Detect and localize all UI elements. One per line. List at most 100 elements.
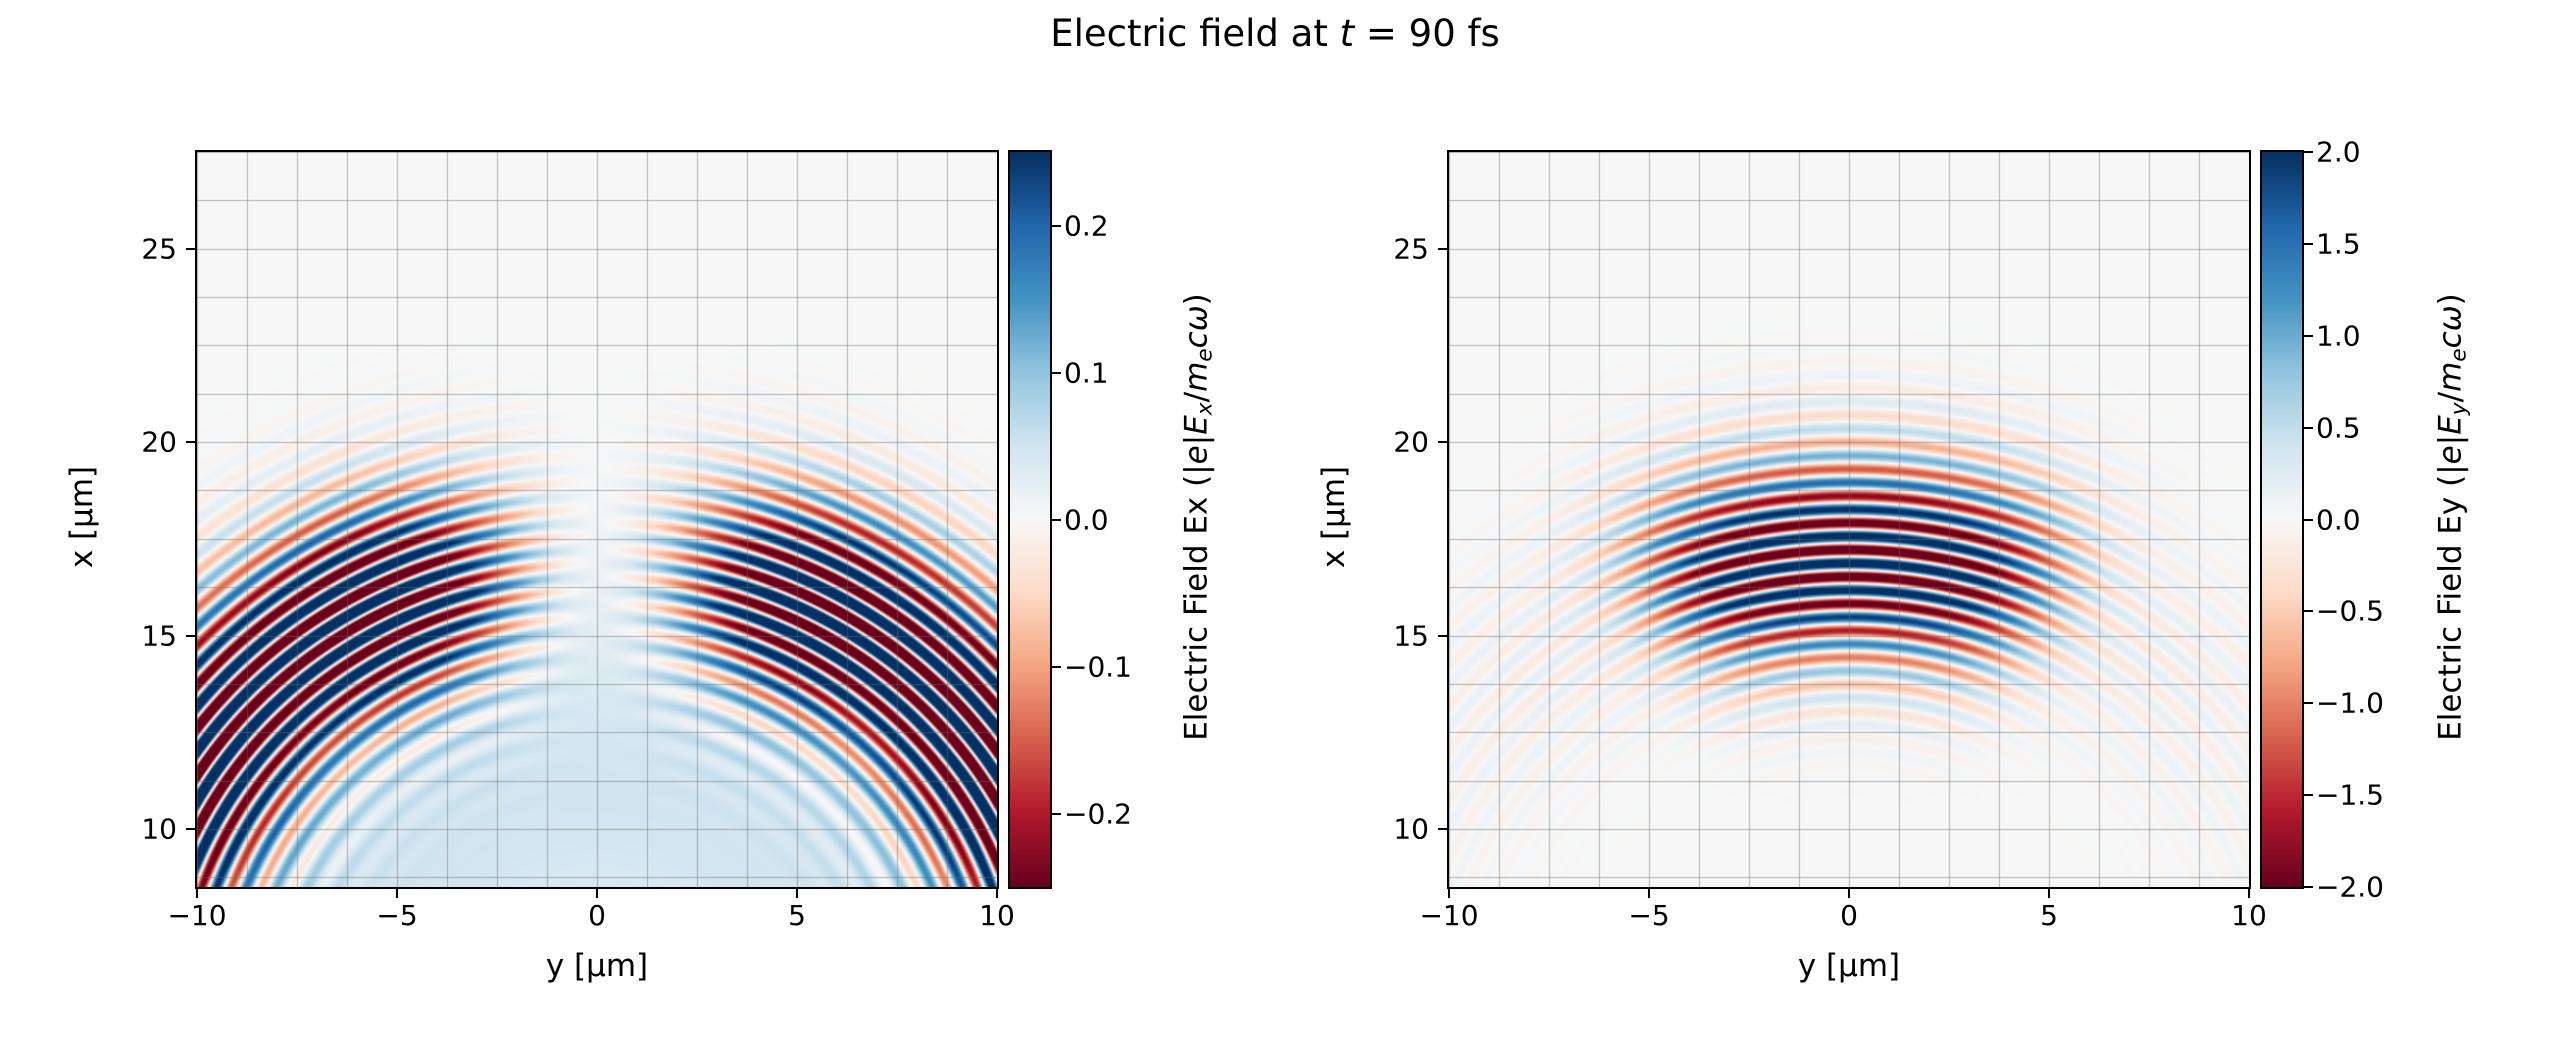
- x-tick-label: 5: [788, 899, 806, 932]
- x-tick: [396, 889, 398, 898]
- colorbar-tick: [2304, 794, 2313, 797]
- colorbar-tick: [1052, 518, 1061, 521]
- y-tick-label: 20: [1393, 425, 1429, 459]
- y-tick: [1438, 441, 1447, 444]
- colorbar-tick-label: −1.0: [2316, 686, 2384, 720]
- x-tick-label: −10: [1419, 899, 1479, 932]
- x-tick-label: 5: [2040, 899, 2058, 932]
- x-tick: [1648, 889, 1650, 898]
- colorbar-tick-label: −1.5: [2316, 778, 2384, 812]
- colorbar-tick: [2304, 886, 2313, 888]
- x-axis-label-ex: y [μm]: [545, 948, 649, 984]
- x-tick: [796, 889, 798, 898]
- text-run: /: [2432, 391, 2469, 403]
- colorbar-tick: [2304, 518, 2313, 521]
- y-tick-label: 25: [141, 232, 177, 266]
- colorbar-gradient-ey: [2262, 152, 2302, 887]
- heatmap-canvas-ex: [197, 152, 997, 887]
- text-run: ω: [1178, 305, 1215, 332]
- x-tick: [1448, 889, 1450, 898]
- colorbar-tick: [2304, 151, 2313, 153]
- text-run: ω: [2432, 305, 2469, 332]
- colorbar-tick-label: 1.0: [2316, 319, 2361, 353]
- colorbar-ey: 2.0 1.5 1.0 0.5 0.0 −0.5 −1.0 −1.5 −2.0: [2260, 136, 2384, 904]
- text-run: e: [2432, 445, 2469, 465]
- text-run: /: [1178, 391, 1215, 403]
- y-tick-label: 25: [1393, 232, 1429, 266]
- x-tick-label: −10: [167, 899, 227, 932]
- colorbar-tick-label: 0.1: [1064, 356, 1109, 389]
- x-tick: [996, 889, 998, 898]
- text-run: ): [2432, 293, 2469, 306]
- colorbar-tick: [2304, 334, 2313, 337]
- y-tick-label: 10: [141, 812, 177, 846]
- y-tick: [1438, 827, 1447, 830]
- y-tick-label: 15: [1393, 619, 1429, 653]
- y-axis-label-ex: x [μm]: [64, 465, 100, 569]
- colorbar-tick: [1052, 371, 1061, 374]
- heatmap-canvas-ey: [1449, 152, 2249, 887]
- colorbar-tick-label: 1.5: [2316, 227, 2361, 261]
- text-run: Electric field at: [1050, 12, 1340, 55]
- colorbar-tick-label: 0.0: [1064, 503, 1109, 536]
- text-run: y: [2446, 402, 2472, 416]
- x-axis-label-ey: y [μm]: [1797, 948, 1901, 984]
- y-tick: [186, 634, 195, 637]
- text-run: |: [1178, 434, 1215, 446]
- colorbar-tick-label: −0.1: [1064, 650, 1132, 683]
- x-tick: [596, 889, 598, 898]
- text-run: m: [1178, 361, 1215, 392]
- x-tick: [2048, 889, 2050, 898]
- colorbar-tick-label: 0.2: [1064, 209, 1109, 242]
- figure-title: Electric field at t = 90 fs: [0, 12, 2550, 55]
- y-axis-label-ey: x [μm]: [1316, 465, 1352, 569]
- text-run: m: [2432, 361, 2469, 392]
- y-tick: [186, 827, 195, 830]
- text-run: c: [1178, 331, 1215, 349]
- y-tick: [1438, 247, 1447, 250]
- y-tick: [186, 247, 195, 250]
- text-run: e: [2446, 348, 2472, 362]
- x-tick-label: 0: [588, 899, 606, 932]
- colorbar-tick-label: 0.0: [2316, 503, 2361, 536]
- colorbar-label-ey: Electric Field Ey (|e|Ey/mecω): [2433, 293, 2472, 741]
- text-run: t: [1339, 12, 1355, 55]
- colorbar-tick-label: −0.5: [2316, 594, 2384, 628]
- text-run: Electric Field Ex (|: [1178, 464, 1215, 741]
- colorbar-tick: [2304, 426, 2313, 429]
- colorbar-tick-label: 2.0: [2316, 135, 2361, 169]
- text-run: e: [1192, 348, 1218, 362]
- x-tick: [1848, 889, 1850, 898]
- colorbar-tick: [1052, 224, 1061, 227]
- text-run: E: [1178, 415, 1215, 435]
- colorbar-tick-label: −0.2: [1064, 797, 1132, 830]
- colorbar-tick: [2304, 702, 2313, 705]
- colorbar-ex: 0.2 0.1 0.0 −0.1 −0.2: [1008, 150, 1132, 889]
- x-tick-label: 10: [979, 899, 1015, 932]
- x-tick-label: −5: [376, 899, 418, 932]
- colorbar-gradient-ex: [1010, 152, 1050, 887]
- colorbar-tick: [1052, 665, 1061, 668]
- y-tick-label: 20: [141, 425, 177, 459]
- text-run: x: [1192, 402, 1218, 416]
- text-run: Electric Field Ey (|: [2432, 464, 2469, 741]
- text-run: E: [2432, 415, 2469, 435]
- y-tick: [1438, 634, 1447, 637]
- colorbar-tick: [2304, 242, 2313, 245]
- colorbar-tick: [1052, 812, 1061, 815]
- colorbar-label-ex: Electric Field Ex (|e|Ex/mecω): [1179, 293, 1218, 741]
- x-tick: [2248, 889, 2250, 898]
- text-run: ): [1178, 293, 1215, 306]
- y-tick-label: 15: [141, 619, 177, 653]
- y-tick-label: 10: [1393, 812, 1429, 846]
- x-tick-label: −5: [1628, 899, 1670, 932]
- colorbar-tick: [2304, 610, 2313, 613]
- x-tick-label: 10: [2231, 899, 2267, 932]
- y-tick: [186, 441, 195, 444]
- x-tick-label: 0: [1840, 899, 1858, 932]
- text-run: |: [2432, 434, 2469, 446]
- colorbar-tick-label: −2.0: [2316, 870, 2384, 904]
- heatmap-panel-ey: −10 −5 0 5 10 10 15 20 25: [1393, 150, 2267, 932]
- text-run: = 90 fs: [1354, 12, 1500, 55]
